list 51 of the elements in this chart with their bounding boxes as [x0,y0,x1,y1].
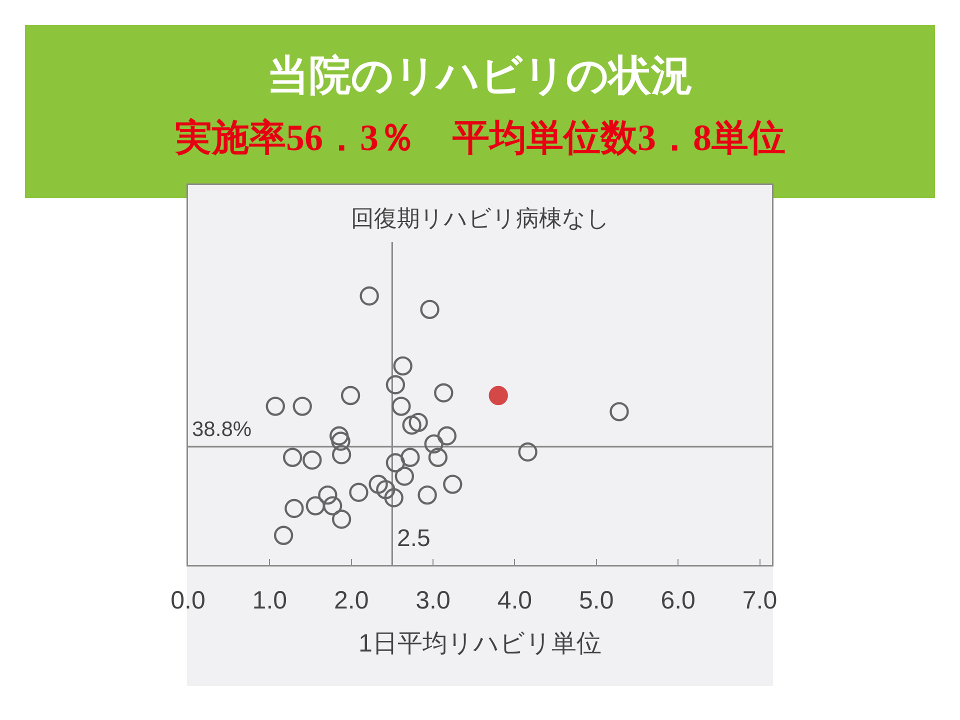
point [518,442,538,462]
point [443,474,462,494]
point [318,485,338,505]
point [349,482,368,502]
point [610,402,629,422]
point [386,375,406,394]
point [408,412,428,432]
point [420,300,440,320]
x-tick-label: 7.0 [742,586,778,614]
point [434,383,454,402]
point [376,480,396,500]
point [332,445,352,464]
point [340,386,360,406]
point [274,526,294,545]
point [384,488,404,508]
x-tick-label: 2.0 [334,586,369,614]
point [394,466,414,486]
point [424,434,444,454]
point [332,510,352,529]
point [284,498,304,518]
point [488,386,508,406]
chart-title: 当院のリハビリの状況 [267,54,693,100]
point [306,496,326,516]
point [331,432,350,451]
x-tick-label: 5.0 [579,586,614,614]
point [302,450,322,470]
point [402,416,422,435]
point [330,426,349,446]
x-tick-label: 1.0 [252,586,288,614]
point [386,453,406,472]
point [266,396,285,416]
point [392,396,411,416]
x-tick-label: 3.0 [416,586,450,614]
ref-line-label: 2.5 [397,525,430,552]
point [428,448,448,467]
point [393,356,412,376]
x-tick-label: 6.0 [660,586,696,614]
chart-subtitle: 実施率56．3％ 平均単位数3．8単位 [174,117,786,159]
point [368,474,388,494]
point [437,426,457,446]
point [360,286,379,306]
text: 回復期リハビリ病棟なし [351,205,610,231]
x-tick-label: 0.0 [170,586,206,614]
point [282,448,302,467]
annotation: 38.8% [192,418,252,441]
x-axis-title: 1日平均リハビリ単位 [358,629,602,658]
x-tick-label: 4.0 [497,586,532,614]
point [418,485,437,505]
point [292,396,312,416]
point [400,448,420,467]
point [322,496,342,516]
